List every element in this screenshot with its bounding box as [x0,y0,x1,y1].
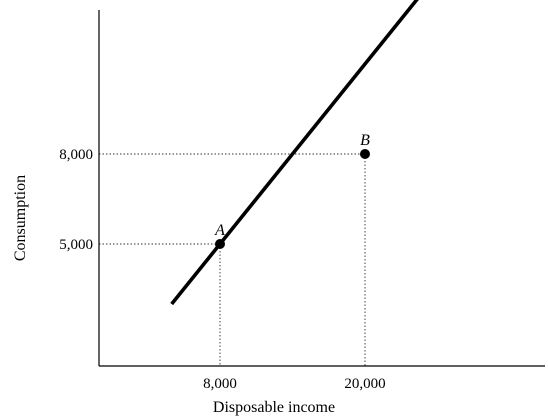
point-b [360,149,370,159]
point-label-a: A [214,222,225,239]
labeled-points: AB [214,132,370,249]
consumption-line [170,0,419,306]
y-tick-label: 5,000 [59,237,93,253]
x-tick-labels: 8,000 20,000 [203,376,386,392]
x-axis-label: Disposable income [213,399,335,416]
point-label-b: B [360,132,370,149]
x-tick-label: 8,000 [203,376,237,392]
y-tick-labels: 5,000 8,000 [59,147,93,253]
y-axis-label: Consumption [12,175,29,261]
y-tick-label: 8,000 [59,147,93,163]
x-tick-label: 20,000 [344,376,385,392]
point-a [215,239,225,249]
guide-lines [99,153,366,366]
